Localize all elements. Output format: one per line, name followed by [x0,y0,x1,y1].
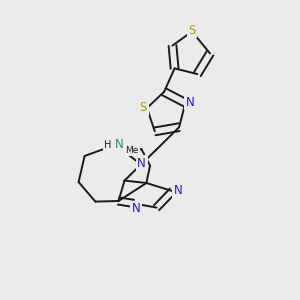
Text: N: N [186,95,195,109]
Text: S: S [140,101,147,114]
Text: S: S [188,23,196,37]
Text: N: N [114,138,123,151]
Text: Me: Me [125,146,139,155]
Text: H: H [104,140,112,150]
Text: N: N [174,184,183,197]
Text: N: N [137,157,146,170]
Text: N: N [131,202,140,215]
